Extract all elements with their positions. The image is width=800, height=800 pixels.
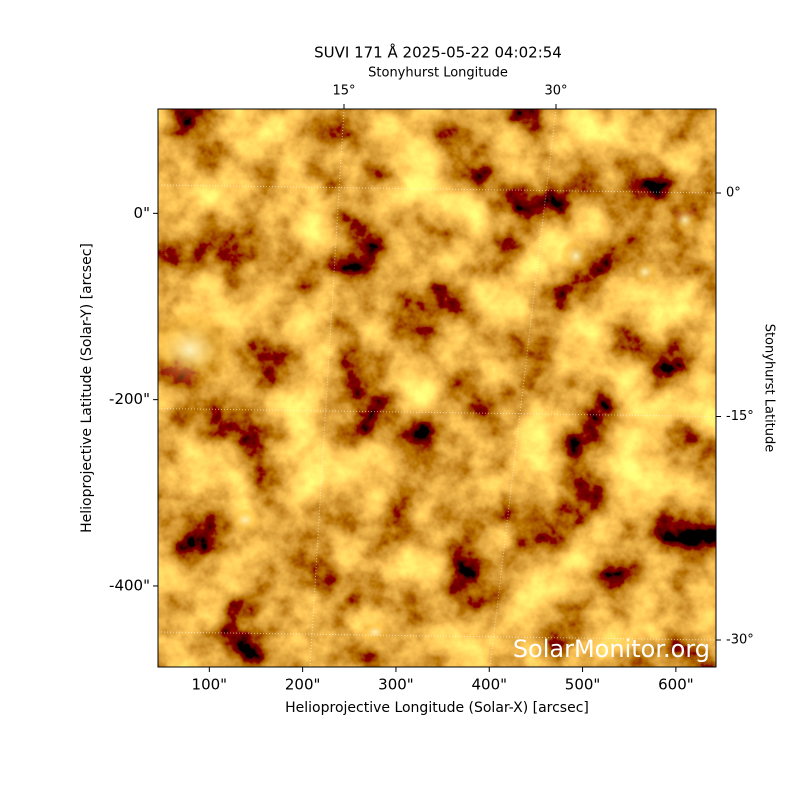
chart-title: SUVI 171 Å 2025-05-22 04:02:54: [314, 43, 562, 62]
right-tick-label: -30°: [726, 633, 754, 648]
top-tick-label: 15°: [332, 84, 355, 99]
x-tick-label: 500": [565, 676, 601, 694]
lat-grid-line: [158, 408, 716, 417]
y-tick-label: 0": [134, 204, 150, 222]
top-tick-label: 30°: [544, 84, 567, 99]
top-axis-label: Stonyhurst Longitude: [368, 66, 508, 81]
right-tick-label: -15°: [726, 409, 754, 424]
x-tick-label: 300": [378, 676, 414, 694]
x-tick-label: 200": [285, 676, 321, 694]
right-axis-label: Stonyhurst Latitude: [762, 324, 777, 453]
x-tick-label: 100": [192, 676, 228, 694]
x-tick-label: 600": [658, 676, 694, 694]
lon-grid-line: [309, 109, 345, 667]
lat-grid-line: [158, 184, 716, 194]
solar-image: [158, 109, 716, 667]
x-tick-label: 400": [471, 676, 507, 694]
y-axis-label: Helioprojective Latitude (Solar-Y) [arcs…: [79, 243, 95, 533]
y-tick-label: -400": [109, 576, 150, 594]
axes-frame: [157, 108, 717, 668]
y-tick-label: -200": [109, 390, 150, 408]
watermark: SolarMonitor.org: [513, 635, 710, 663]
right-tick-label: 0°: [726, 186, 741, 201]
x-axis-label: Helioprojective Longitude (Solar-X) [arc…: [285, 700, 589, 716]
lat-grid-line: [158, 631, 716, 641]
grid: [158, 109, 716, 667]
lon-grid-line: [489, 109, 557, 667]
